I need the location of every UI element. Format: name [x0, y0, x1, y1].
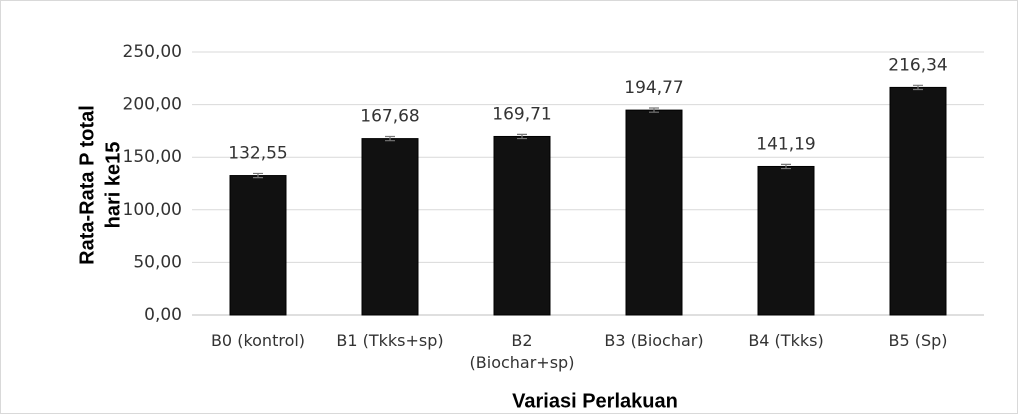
data-label: 167,68: [360, 107, 419, 127]
bar: [229, 175, 287, 316]
y-tick-label: 200,00: [123, 95, 182, 115]
x-tick-label: B0 (kontrol): [210, 331, 306, 350]
x-axis-title: Variasi Perlakuan: [512, 390, 678, 412]
y-tick-label: 150,00: [123, 147, 182, 167]
x-tick-label: B4 (Tkks): [748, 331, 824, 350]
bar: [625, 109, 683, 316]
data-label: 132,55: [228, 144, 287, 164]
data-label: 141,19: [756, 134, 815, 154]
bar: [493, 135, 551, 316]
error-bar: [913, 84, 923, 91]
y-axis-title: hari ke15: [102, 142, 124, 229]
data-label: 194,77: [624, 78, 683, 98]
y-axis-title: Rata-Rata P total: [76, 105, 98, 265]
error-bar: [385, 135, 395, 142]
y-tick-label: 0,00: [144, 305, 182, 325]
x-tick-label: B1 (Tkks+sp): [336, 331, 444, 350]
error-bar: [517, 133, 527, 140]
y-tick-label: 100,00: [123, 200, 182, 220]
data-label: 169,71: [492, 104, 551, 124]
bar: [889, 86, 947, 316]
x-tick-label: B5 (Sp): [888, 331, 948, 350]
data-label: 216,34: [888, 55, 947, 75]
x-tick-label: B3 (Biochar): [604, 331, 704, 350]
y-tick-label: 50,00: [133, 252, 182, 272]
x-tick-label: B2 (Biochar+sp): [469, 331, 575, 372]
bar: [361, 138, 419, 316]
y-tick-label: 250,00: [123, 42, 182, 62]
bar: [757, 165, 815, 316]
error-bar: [781, 163, 791, 170]
error-bar: [649, 107, 659, 113]
error-bar: [253, 172, 263, 179]
